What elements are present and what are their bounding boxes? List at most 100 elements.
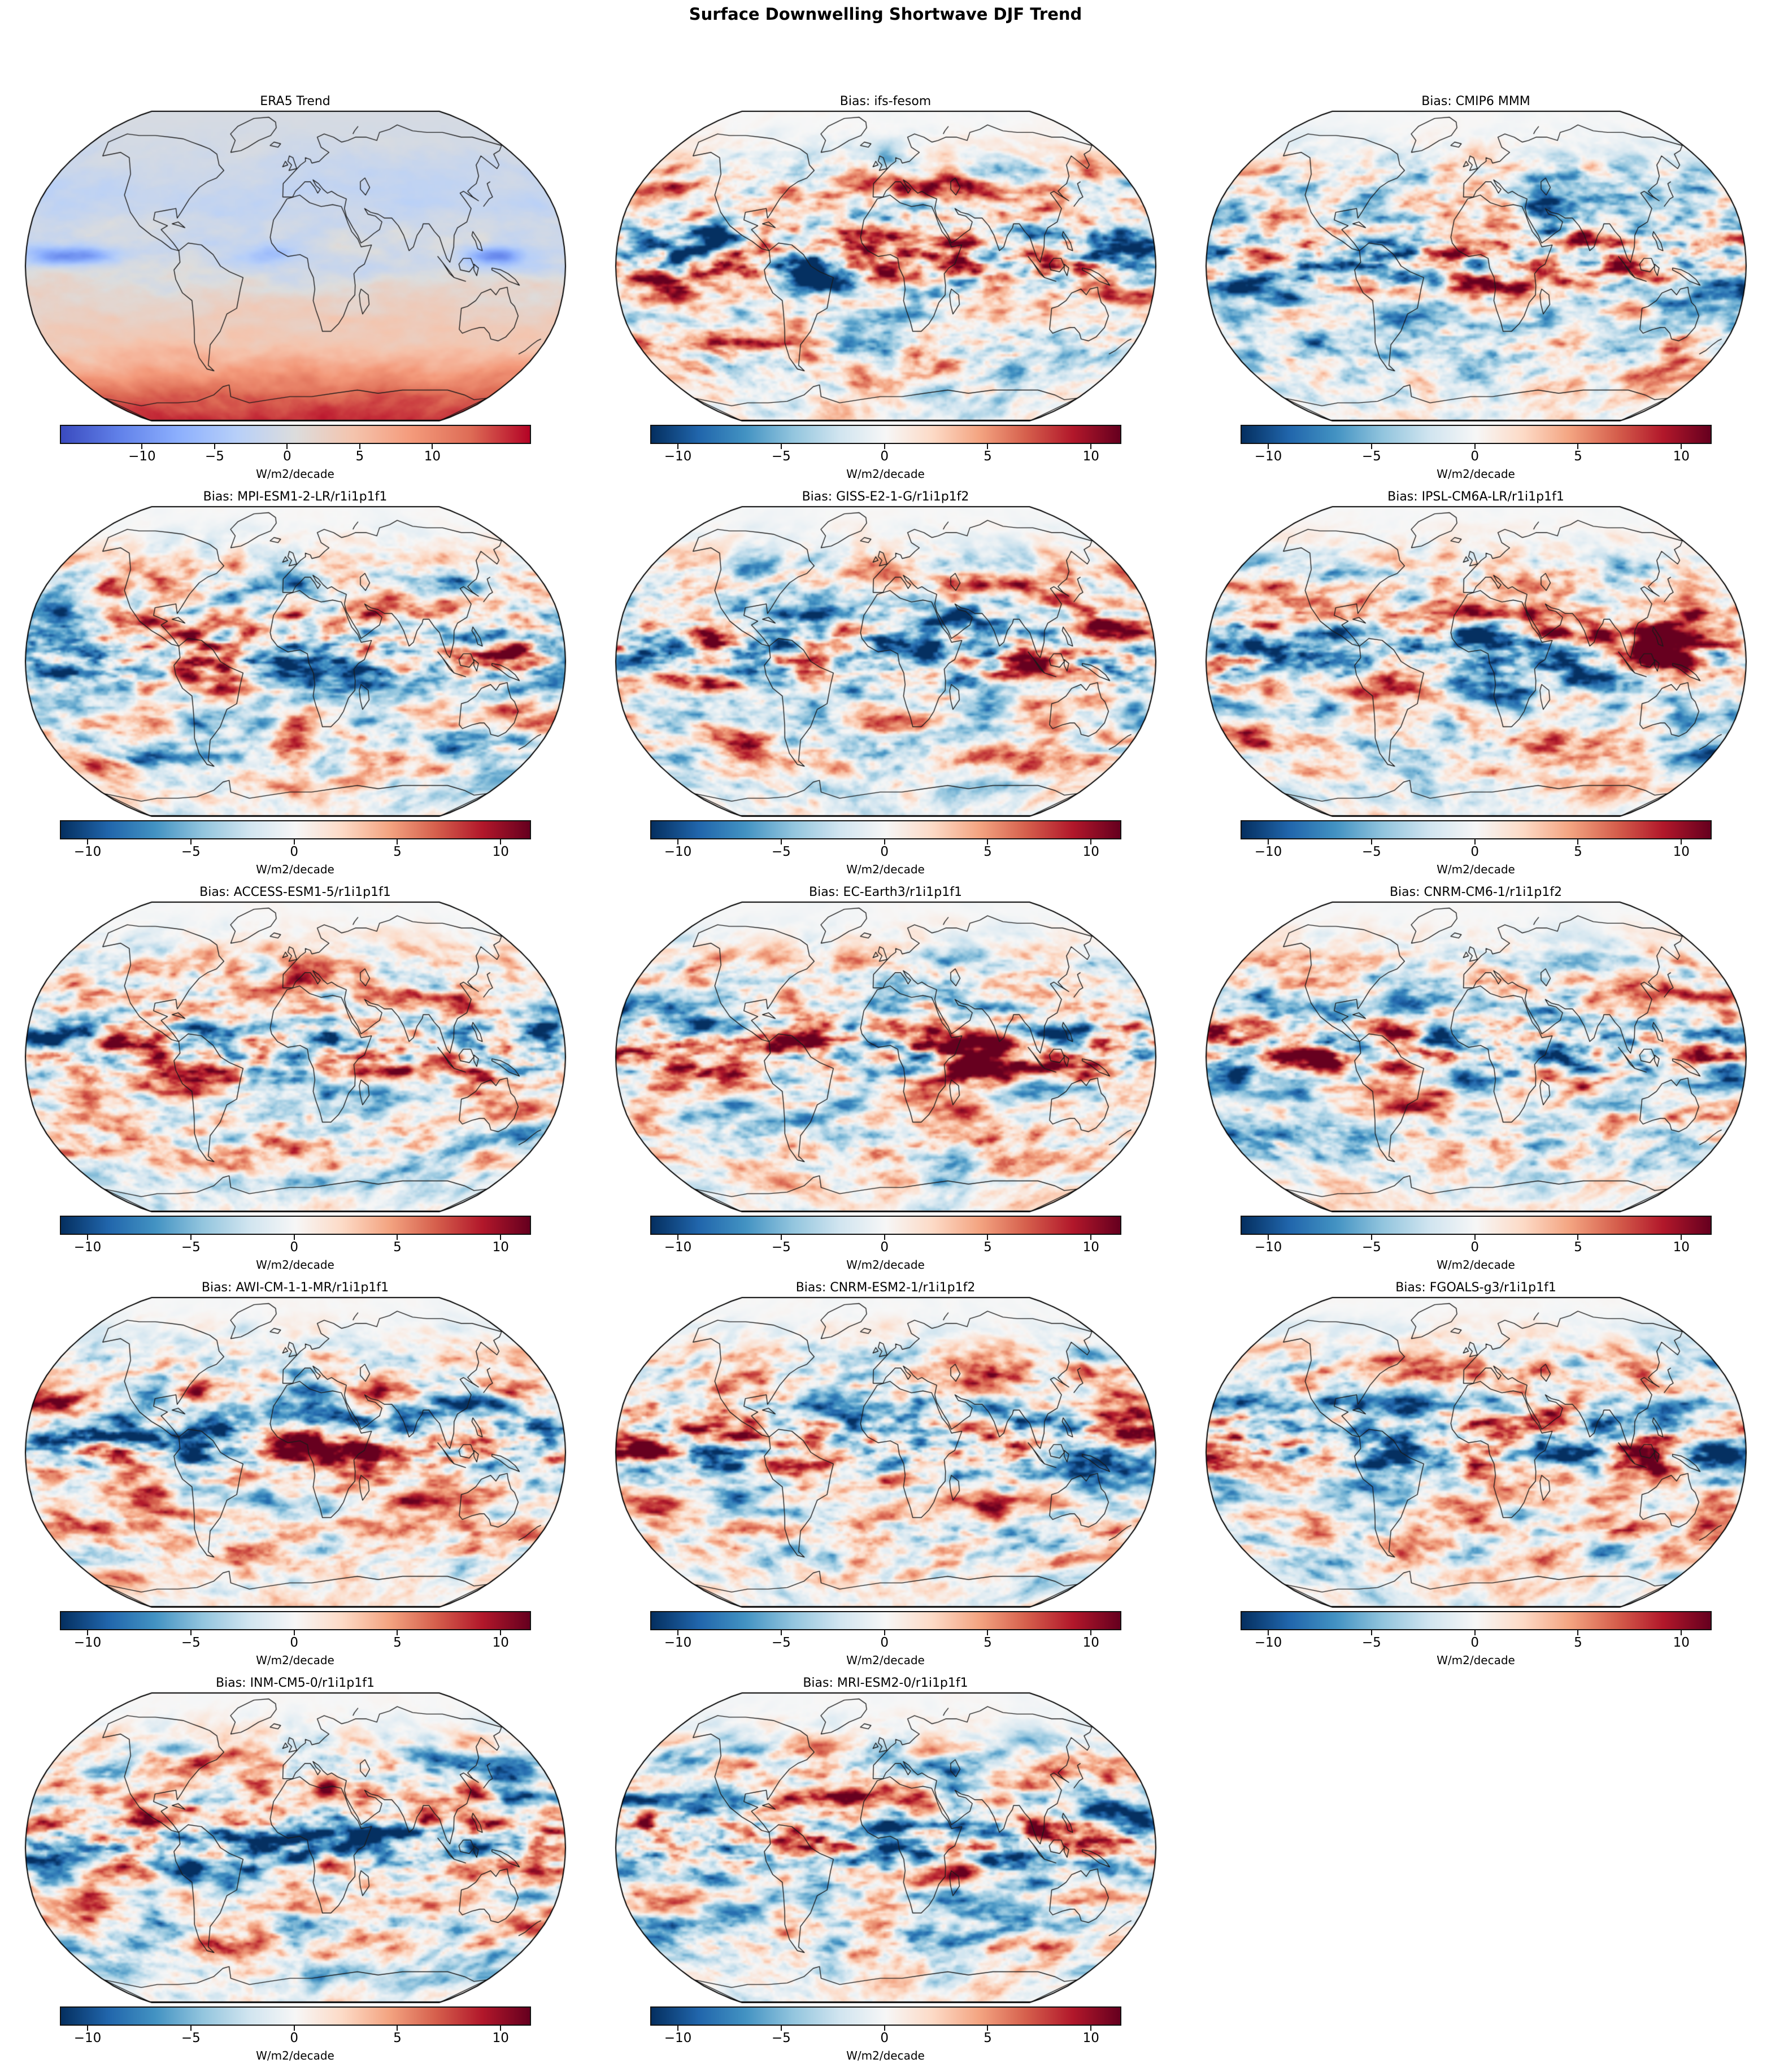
colorbar-unit-label: W/m2/decade xyxy=(1437,1653,1515,1667)
colorbar-tick xyxy=(1090,444,1092,449)
colorbar-tick xyxy=(293,839,295,845)
colorbar-unit-label: W/m2/decade xyxy=(256,467,334,481)
colorbar-tick-label: 5 xyxy=(984,2031,992,2045)
colorbar-ticks: −10 −5 0 5 10 xyxy=(651,444,1120,467)
colorbar-tick xyxy=(884,839,885,845)
panel-title: Bias: CNRM-CM6-1/r1i1p1f2 xyxy=(1389,885,1563,900)
map-canvas xyxy=(24,1296,567,1609)
empty-grid-cell xyxy=(1181,1666,1771,2062)
map-canvas xyxy=(24,1692,567,2004)
colorbar-unit-label: W/m2/decade xyxy=(846,863,925,876)
colorbar-tick xyxy=(1268,1235,1269,1240)
colorbar-ticks: −10 −5 0 5 10 xyxy=(651,2026,1120,2048)
colorbar-tick-label: −5 xyxy=(771,1240,791,1255)
colorbar: −10 −5 0 5 10 W/m2/decade xyxy=(650,425,1121,480)
colorbar-tick-label: 0 xyxy=(1470,845,1479,859)
colorbar-tick xyxy=(884,2026,885,2031)
map-canvas xyxy=(614,901,1157,1213)
map-panel: Bias: CNRM-ESM2-1/r1i1p1f2 −10 −5 0 5 10 W/m… xyxy=(590,1271,1181,1666)
colorbar-gradient xyxy=(650,2006,1121,2026)
colorbar-tick-label: 5 xyxy=(984,845,992,859)
map-canvas xyxy=(614,1296,1157,1609)
map xyxy=(614,110,1157,423)
colorbar-tick-label: 10 xyxy=(492,1240,509,1255)
colorbar-tick-label: 5 xyxy=(1574,449,1582,464)
colorbar-gradient xyxy=(650,1611,1121,1630)
map-canvas xyxy=(24,901,567,1213)
colorbar-tick xyxy=(1474,839,1476,845)
colorbar-tick-label: 10 xyxy=(424,449,441,464)
map-panel: Bias: IPSL-CM6A-LR/r1i1p1f1 −10 −5 0 5 10 W/… xyxy=(1181,480,1771,876)
colorbar-ticks: −10 −5 0 5 10 xyxy=(1242,1630,1711,1653)
colorbar-gradient xyxy=(1240,820,1712,839)
colorbar-tick xyxy=(500,1630,502,1635)
colorbar-tick-label: 5 xyxy=(1574,845,1582,859)
colorbar-tick-label: 5 xyxy=(984,1240,992,1255)
colorbar-tick xyxy=(1577,839,1579,845)
colorbar-tick xyxy=(1474,444,1476,449)
colorbar-tick xyxy=(1268,444,1269,449)
map-panel: Bias: ifs-fesom −10 −5 0 5 10 W/m2/decade xyxy=(590,85,1181,480)
colorbar-tick xyxy=(677,839,679,845)
colorbar: −10 −5 0 5 10 W/m2/decade xyxy=(59,425,531,481)
colorbar: −10 −5 0 5 10 W/m2/decade xyxy=(59,2006,531,2062)
panel-title: Bias: ifs-fesom xyxy=(839,94,932,109)
map-panel: Bias: EC-Earth3/r1i1p1f1 −10 −5 0 5 10 W/m2/… xyxy=(590,876,1181,1271)
colorbar-tick-label: −10 xyxy=(73,845,102,859)
colorbar-tick-label: −10 xyxy=(664,845,692,859)
colorbar-tick xyxy=(677,2026,679,2031)
map-panel: ERA5 Trend −10 −5 0 5 10 W/m2/decade xyxy=(0,85,590,480)
colorbar-tick xyxy=(1268,1630,1269,1635)
colorbar-gradient xyxy=(650,820,1121,839)
colorbar: −10 −5 0 5 10 W/m2/decade xyxy=(650,820,1121,876)
colorbar-tick-label: −5 xyxy=(771,1635,791,1650)
colorbar-gradient xyxy=(650,1216,1121,1235)
colorbar-tick xyxy=(359,444,360,449)
colorbar-tick-label: 10 xyxy=(1673,1240,1690,1255)
colorbar-tick-label: −5 xyxy=(1361,449,1381,464)
colorbar-tick-label: 10 xyxy=(492,2031,509,2045)
panel-title: Bias: AWI-CM-1-1-MR/r1i1p1f1 xyxy=(201,1281,389,1295)
map xyxy=(1204,1296,1747,1609)
colorbar-tick-label: −5 xyxy=(181,845,201,859)
colorbar-tick xyxy=(1577,444,1579,449)
colorbar-tick-label: 0 xyxy=(290,845,298,859)
colorbar-tick-label: 5 xyxy=(984,1635,992,1650)
colorbar-tick-label: −5 xyxy=(771,845,791,859)
colorbar-tick-label: −10 xyxy=(1254,1635,1282,1650)
panel-title: Bias: EC-Earth3/r1i1p1f1 xyxy=(808,885,962,900)
colorbar-tick xyxy=(214,444,215,449)
colorbar-tick-label: 0 xyxy=(880,845,889,859)
panel-title: Bias: IPSL-CM6A-LR/r1i1p1f1 xyxy=(1387,490,1564,504)
colorbar-unit-label: W/m2/decade xyxy=(256,863,334,876)
colorbar-tick xyxy=(780,2026,782,2031)
colorbar-tick xyxy=(884,1235,885,1240)
colorbar-tick-label: 0 xyxy=(880,2031,889,2045)
colorbar-tick xyxy=(397,1235,398,1240)
colorbar-tick xyxy=(1474,1235,1476,1240)
colorbar-tick xyxy=(397,1630,398,1635)
colorbar-tick xyxy=(987,444,989,449)
colorbar-tick xyxy=(1681,444,1682,449)
panel-title: Bias: GISS-E2-1-G/r1i1p1f2 xyxy=(802,490,969,504)
colorbar-tick-label: 10 xyxy=(1673,845,1690,859)
colorbar-unit-label: W/m2/decade xyxy=(846,1258,925,1272)
colorbar: −10 −5 0 5 10 W/m2/decade xyxy=(1240,1216,1712,1271)
colorbar-tick-label: 5 xyxy=(393,845,402,859)
colorbar-tick-label: 5 xyxy=(984,449,992,464)
colorbar-tick xyxy=(87,2026,89,2031)
map xyxy=(1204,901,1747,1213)
colorbar-tick xyxy=(1090,2026,1092,2031)
colorbar-tick-label: −10 xyxy=(1254,1240,1282,1255)
map xyxy=(614,901,1157,1213)
map-panel: Bias: CNRM-CM6-1/r1i1p1f2 −10 −5 0 5 10 W/m2… xyxy=(1181,876,1771,1271)
colorbar-tick-label: −10 xyxy=(664,1240,692,1255)
colorbar-tick-label: −10 xyxy=(664,2031,692,2045)
colorbar-gradient xyxy=(59,1216,531,1235)
colorbar-tick xyxy=(780,1630,782,1635)
colorbar-ticks: −10 −5 0 5 10 xyxy=(61,1630,530,1653)
colorbar-tick-label: 5 xyxy=(1574,1240,1582,1255)
colorbar-tick xyxy=(987,1235,989,1240)
colorbar-gradient xyxy=(650,425,1121,444)
map-canvas xyxy=(614,110,1157,423)
